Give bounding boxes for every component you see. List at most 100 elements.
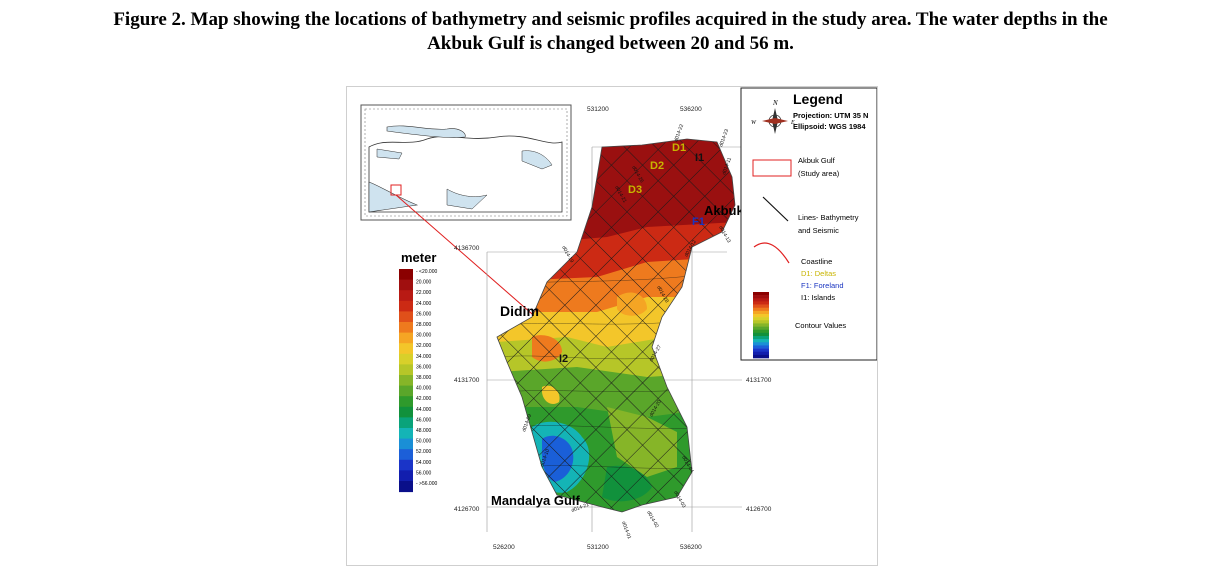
legend-ellipsoid: Ellipsoid: WGS 1984 bbox=[793, 122, 866, 131]
profile-label: d014-09 bbox=[521, 413, 533, 433]
profile-label: d014-03 bbox=[672, 490, 686, 509]
legend-projection: Projection: UTM 35 N bbox=[793, 111, 868, 120]
scale-swatch bbox=[399, 343, 413, 355]
label-f1: F1 bbox=[692, 216, 705, 228]
inset-pointer-line bbox=[395, 194, 548, 328]
scale-label: 50.000 bbox=[416, 439, 432, 445]
scale-label: 40.000 bbox=[416, 386, 432, 392]
label-i2: I2 bbox=[559, 353, 568, 365]
caption-line-2: Akbuk Gulf is changed between 20 and 56 … bbox=[427, 33, 794, 54]
scale-swatch bbox=[399, 459, 413, 471]
caption-line-1: Figure 2. Map showing the locations of b… bbox=[113, 9, 1108, 30]
easting-top-2: 536200 bbox=[680, 106, 702, 113]
legend-foreland-label: F1: Foreland bbox=[801, 281, 844, 290]
scale-labels: - <20.000 20.000 22.000 24.000 26.000 28.000 3… bbox=[416, 269, 437, 487]
legend-colorbar bbox=[753, 292, 769, 359]
northing-left-3: 4126700 bbox=[454, 506, 480, 513]
legend-panel: N W E Legend Projection: UTM 35 N Ellips… bbox=[740, 87, 877, 361]
scale-label: 42.000 bbox=[416, 396, 432, 402]
scale-swatch bbox=[399, 332, 413, 344]
legend-gulf-label-1: Akbuk Gulf bbox=[798, 156, 836, 165]
legend-lines-label-2: and Seismic bbox=[798, 226, 839, 235]
legend-colorbar-swatch bbox=[753, 307, 769, 312]
legend-colorbar-swatch bbox=[753, 292, 769, 296]
legend-title: Legend bbox=[793, 91, 843, 107]
profile-label: d014-02 bbox=[645, 510, 659, 529]
coastline-outline bbox=[496, 138, 736, 513]
scale-swatch bbox=[399, 396, 413, 408]
scale-swatch bbox=[399, 300, 413, 312]
scale-label: 52.000 bbox=[416, 449, 432, 455]
profile-label: d014-13 bbox=[717, 225, 731, 244]
scale-label: - >56.000 bbox=[416, 481, 437, 487]
label-didim: Didim bbox=[500, 303, 539, 319]
scale-label: 34.000 bbox=[416, 354, 432, 360]
label-d3: D3 bbox=[628, 184, 642, 196]
label-i1: I1 bbox=[695, 152, 704, 164]
scale-swatch bbox=[399, 385, 413, 397]
scale-label: 30.000 bbox=[416, 333, 432, 339]
scale-label: 22.000 bbox=[416, 290, 432, 296]
legend-coastline-label: Coastline bbox=[801, 257, 832, 266]
scale-swatch bbox=[399, 364, 413, 376]
legend-colorbar-swatch bbox=[753, 295, 769, 299]
profile-label: d014-22 bbox=[673, 123, 685, 143]
legend-gulf-label-2: (Study area) bbox=[798, 169, 840, 178]
scale-label: 26.000 bbox=[416, 311, 432, 317]
legend-colorbar-swatch bbox=[753, 354, 769, 359]
profile-label: d014-10 bbox=[539, 448, 551, 468]
legend-contour-label: Contour Values bbox=[795, 321, 846, 330]
legend-colorbar-swatch bbox=[753, 329, 769, 334]
figure-caption: Figure 2. Map showing the locations of b… bbox=[0, 8, 1221, 56]
scale-label: 24.000 bbox=[416, 301, 432, 307]
profile-label: d014-01 bbox=[620, 521, 632, 541]
scale-label: 48.000 bbox=[416, 428, 432, 434]
scale-label: 20.000 bbox=[416, 280, 432, 286]
legend-coastline-swatch bbox=[753, 242, 790, 264]
map-figure: meter - <20.000 20.000 22.000 24.000 26.000 2… bbox=[346, 86, 878, 566]
scale-swatch bbox=[399, 481, 413, 493]
profile-label: d014-11 bbox=[721, 157, 733, 176]
profile-label: d014-23 bbox=[718, 128, 730, 148]
label-d2: D2 bbox=[650, 160, 664, 172]
legend-lines-swatch bbox=[762, 196, 789, 222]
legend-colorbar-swatch bbox=[753, 310, 769, 315]
scale-swatch bbox=[399, 353, 413, 365]
depth-scale: meter - <20.000 20.000 22.000 24.000 26.000 2… bbox=[399, 250, 437, 493]
scale-swatch bbox=[399, 428, 413, 440]
scale-swatch bbox=[399, 322, 413, 334]
scale-title: meter bbox=[401, 250, 436, 265]
scale-swatch bbox=[399, 279, 413, 291]
scale-label: 36.000 bbox=[416, 364, 432, 370]
legend-colorbar-swatch bbox=[753, 298, 769, 302]
easting-bottom-2: 531200 bbox=[587, 544, 609, 551]
scale-swatch bbox=[399, 311, 413, 323]
scale-swatch bbox=[399, 417, 413, 429]
scale-label: 32.000 bbox=[416, 343, 432, 349]
compass-rose-icon: N W E bbox=[751, 99, 795, 134]
scale-swatch bbox=[399, 449, 413, 461]
legend-lines-label-1: Lines- Bathymetry bbox=[798, 213, 859, 222]
legend-colorbar-swatch bbox=[753, 304, 769, 309]
scale-swatch bbox=[399, 470, 413, 482]
legend-colorbar-swatch bbox=[753, 348, 769, 353]
scale-label: - <20.000 bbox=[416, 269, 437, 275]
legend-colorbar-swatch bbox=[753, 332, 769, 337]
compass-w: W bbox=[751, 120, 757, 126]
legend-colorbar-swatch bbox=[753, 320, 769, 324]
legend-colorbar-swatch bbox=[753, 345, 769, 349]
scale-label: 56.000 bbox=[416, 470, 432, 476]
scale-label: 54.000 bbox=[416, 460, 432, 466]
map-svg: meter - <20.000 20.000 22.000 24.000 26.000 2… bbox=[360, 87, 877, 551]
scale-swatch bbox=[399, 406, 413, 418]
legend-colorbar-swatch bbox=[753, 314, 769, 318]
scale-swatch bbox=[399, 290, 413, 302]
inset-map bbox=[360, 104, 572, 221]
easting-bottom-3: 536200 bbox=[680, 544, 702, 551]
legend-colorbar-swatch bbox=[753, 326, 769, 331]
legend-colorbar-swatch bbox=[753, 301, 769, 305]
legend-colorbar-swatch bbox=[753, 351, 769, 356]
scale-label: 28.000 bbox=[416, 322, 432, 328]
compass-e: E bbox=[790, 120, 795, 126]
legend-deltas-label: D1: Deltas bbox=[801, 269, 836, 278]
